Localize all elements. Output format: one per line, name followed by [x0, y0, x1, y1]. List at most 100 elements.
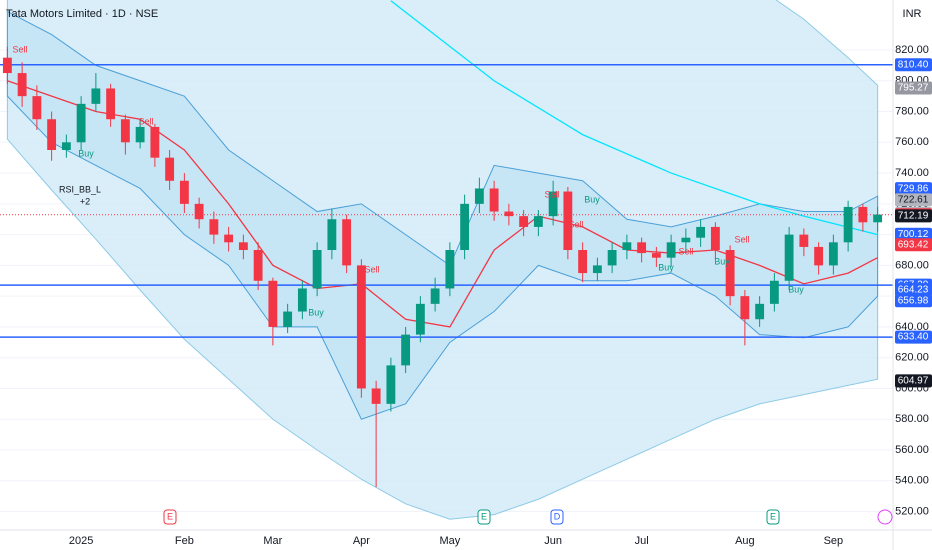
- candle-body: [47, 119, 57, 150]
- candle-body: [194, 203, 204, 220]
- signal-label: Sell: [364, 264, 379, 274]
- event-marker: [477, 509, 491, 525]
- candle-body: [386, 365, 396, 404]
- price-label-box: [895, 374, 932, 388]
- price-label-box: [895, 209, 932, 223]
- candle-body: [430, 288, 440, 304]
- candle-body: [651, 253, 661, 258]
- signal-label: Sell: [734, 234, 749, 244]
- event-label: E: [481, 511, 487, 521]
- candle-body: [268, 280, 278, 327]
- candle-body: [224, 234, 234, 243]
- y-tick-label: 680.00: [895, 259, 929, 271]
- candle-body: [342, 219, 352, 266]
- signal-label: Buy: [714, 256, 730, 266]
- candle-body: [533, 216, 543, 227]
- signal-label: Sell: [544, 189, 559, 199]
- x-tick-label: 2025: [69, 535, 93, 547]
- candle-body: [17, 73, 27, 97]
- signal-label: Buy: [584, 194, 600, 204]
- candle-body: [799, 234, 809, 247]
- candle-body: [445, 250, 455, 289]
- candle-body: [474, 188, 484, 204]
- price-label-box: [895, 283, 932, 297]
- candle-body: [622, 242, 632, 250]
- x-tick-label: Aug: [735, 535, 755, 547]
- event-label: E: [167, 511, 173, 521]
- candle-body: [592, 265, 602, 274]
- price-label: 633.40: [898, 332, 929, 343]
- price-label: 729.86: [898, 183, 929, 194]
- candle-body: [238, 242, 248, 250]
- candle-body: [165, 157, 175, 181]
- candle-body: [179, 180, 189, 204]
- event-marker: [877, 509, 893, 525]
- candle-body: [120, 119, 130, 143]
- price-label-box: [895, 193, 932, 207]
- candle-body: [32, 96, 42, 120]
- candle-body: [814, 246, 824, 266]
- candle-body: [858, 206, 868, 223]
- price-label: 604.97: [898, 375, 929, 386]
- price-label-box: [895, 330, 932, 344]
- event-marker: [550, 509, 564, 525]
- signal-label: Buy: [658, 262, 674, 272]
- y-tick-label: 580.00: [895, 413, 929, 425]
- signal-label: Sell: [138, 116, 153, 126]
- y-tick-label: 540.00: [895, 475, 929, 487]
- candle-body: [91, 88, 101, 104]
- candle-body: [607, 250, 617, 266]
- price-label: 693.42: [898, 239, 929, 250]
- y-tick-label: 640.00: [895, 321, 929, 333]
- candle-body: [209, 219, 219, 235]
- x-tick-label: Apr: [353, 535, 370, 547]
- candle-body: [415, 303, 425, 335]
- x-tick-label: May: [439, 535, 460, 547]
- price-label: 712.19: [898, 211, 929, 222]
- price-label-box: [895, 227, 932, 241]
- price-label-box: [895, 294, 932, 308]
- x-tick-label: Jun: [544, 535, 562, 547]
- candle-body: [681, 237, 691, 243]
- signal-label: RSI_BB_L: [59, 184, 101, 194]
- y-tick-label: 820.00: [895, 44, 929, 56]
- candle-body: [637, 242, 647, 254]
- candle-body: [253, 250, 263, 281]
- event-marker: [163, 509, 177, 525]
- price-label: 810.40: [898, 59, 929, 70]
- signal-label: Buy: [78, 148, 94, 158]
- x-tick-label: Sep: [824, 535, 844, 547]
- y-tick-label: 520.00: [895, 505, 929, 517]
- candle-body: [563, 191, 573, 250]
- chart-title: Tata Motors Limited · 1D · NSE: [6, 8, 158, 20]
- candle-body: [489, 188, 499, 212]
- event-marker: [766, 509, 780, 525]
- x-tick-label: Jul: [635, 535, 649, 547]
- candle-body: [135, 126, 145, 143]
- y-tick-label: 760.00: [895, 136, 929, 148]
- price-label: 722.61: [898, 194, 929, 205]
- event-label: E: [770, 511, 776, 521]
- candle-body: [61, 142, 71, 150]
- candle-body: [150, 126, 160, 158]
- price-label: 664.23: [898, 284, 929, 295]
- candle-body: [755, 303, 765, 320]
- price-label: 795.27: [898, 83, 929, 94]
- candle-body: [312, 250, 322, 289]
- candle-body: [769, 280, 779, 304]
- candle-body: [106, 88, 116, 120]
- candle-body: [2, 57, 12, 74]
- candle-body: [327, 219, 337, 250]
- candle-body: [460, 203, 470, 250]
- candle-body: [578, 250, 588, 274]
- x-tick-label: Mar: [263, 535, 282, 547]
- y-tick-label: 620.00: [895, 352, 929, 364]
- candle-body: [828, 242, 838, 266]
- candle-body: [283, 311, 293, 327]
- candle-body: [725, 250, 735, 297]
- plot-area: Sell Buy RSI_BB_L +2 Sell Buy Sell Sell Buy Sell S…: [0, 0, 893, 520]
- candle-body: [873, 214, 883, 223]
- signal-label: Sell: [12, 44, 27, 54]
- candle-body: [76, 103, 86, 143]
